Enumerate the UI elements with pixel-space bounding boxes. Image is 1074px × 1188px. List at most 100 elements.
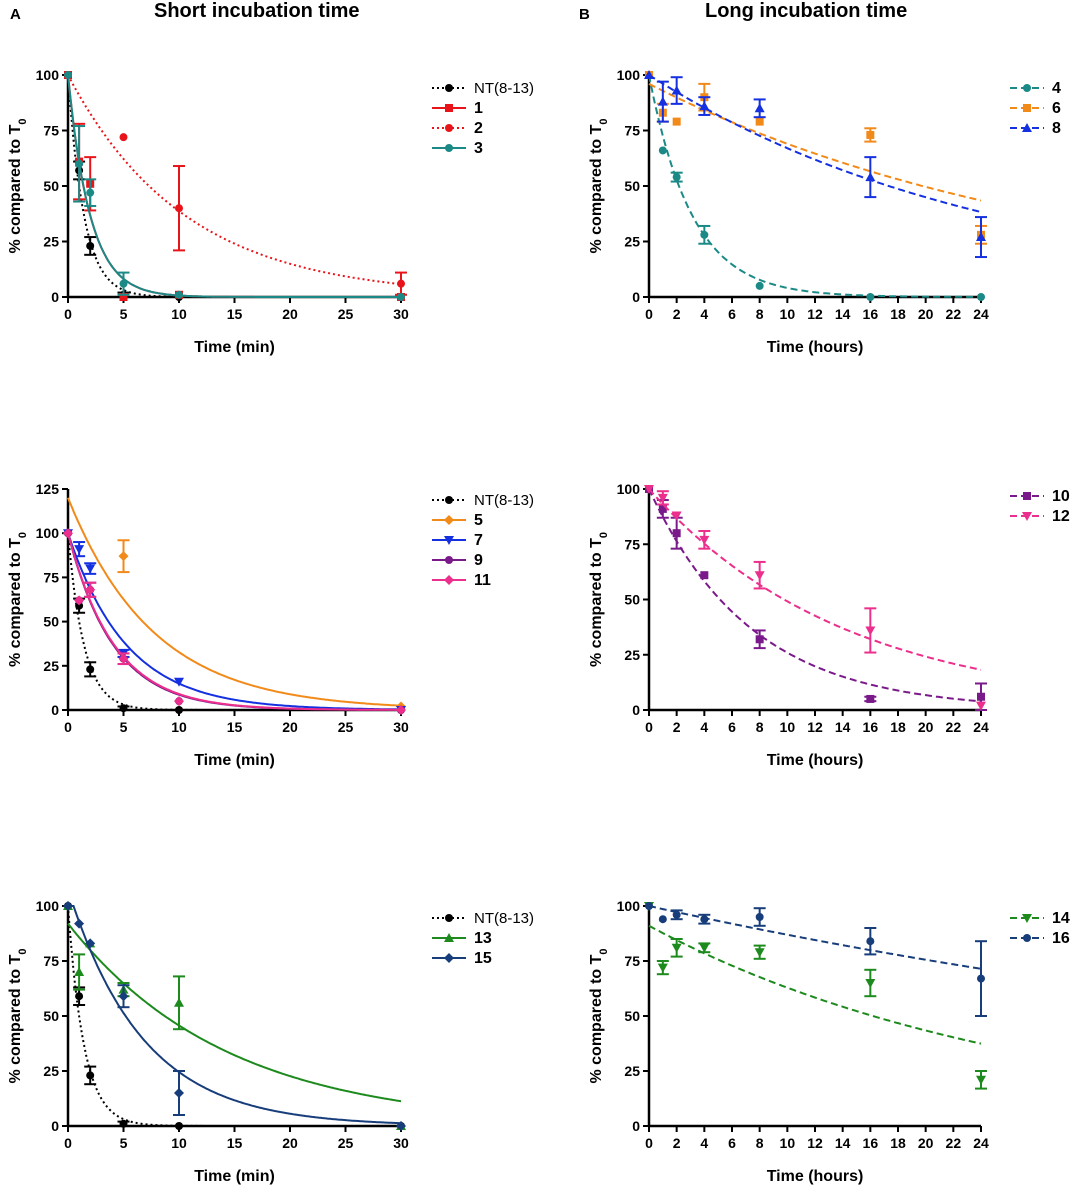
series-9 [64, 529, 405, 714]
legend-label: 14 [1052, 910, 1070, 927]
x-tick-label: 20 [282, 306, 298, 322]
y-tick-label: 0 [632, 702, 640, 718]
data-point [658, 146, 667, 155]
x-tick-label: 5 [120, 719, 128, 735]
x-tick-label: 22 [946, 1135, 962, 1151]
fit-curve [67, 532, 401, 711]
y-tick-label: 100 [617, 898, 641, 914]
data-point [699, 943, 710, 953]
legend-label: 12 [1052, 508, 1070, 525]
legend-marker [445, 496, 453, 504]
column-title-short: Short incubation time [154, 0, 360, 22]
x-axis-title: Time (min) [194, 752, 275, 769]
x-tick-label: 4 [700, 306, 708, 322]
y-axis-title: % compared to T0 [588, 118, 610, 253]
y-tick-label: 25 [43, 1063, 59, 1079]
data-point [671, 943, 682, 953]
legend-label: 10 [1052, 488, 1070, 505]
x-tick-label: 4 [700, 719, 708, 735]
x-tick-label: 24 [973, 719, 989, 735]
data-point [977, 692, 985, 701]
column-title-long: Long incubation time [705, 0, 908, 22]
data-point [119, 133, 128, 142]
x-tick-label: 10 [780, 719, 796, 735]
x-tick-label: 30 [393, 306, 409, 322]
data-point [754, 103, 765, 113]
data-point [644, 70, 654, 79]
series-6 [645, 71, 987, 245]
legend-label: 7 [474, 532, 483, 549]
legend-marker [1023, 934, 1031, 942]
data-point [977, 974, 985, 983]
legend-label: 9 [474, 552, 483, 569]
x-axis-title: Time (hours) [767, 752, 864, 769]
x-tick-label: 2 [673, 1135, 681, 1151]
x-tick-label: 10 [171, 719, 187, 735]
data-point [755, 117, 764, 126]
y-tick-label: 0 [51, 289, 59, 305]
fit-curve [67, 533, 401, 711]
data-point [977, 293, 985, 301]
data-point [175, 706, 183, 714]
y-tick-label: 100 [617, 481, 641, 497]
x-tick-label: 10 [780, 306, 796, 322]
legend-marker [1023, 84, 1031, 92]
y-axis-title: % compared to T0 [7, 532, 29, 667]
x-tick-label: 6 [728, 719, 736, 735]
y-tick-label: 100 [36, 67, 60, 83]
data-point [657, 96, 668, 106]
data-point [700, 230, 709, 239]
x-tick-label: 2 [673, 306, 681, 322]
x-tick-label: 12 [807, 1135, 823, 1151]
data-point [658, 504, 667, 513]
x-tick-label: 15 [227, 1135, 243, 1151]
data-point [700, 915, 709, 924]
legend-marker [444, 953, 454, 963]
x-tick-label: 20 [918, 1135, 934, 1151]
data-point [396, 705, 406, 715]
x-tick-label: 30 [393, 719, 409, 735]
y-tick-label: 125 [36, 481, 60, 497]
legend-marker [445, 104, 453, 112]
fit-curve [648, 488, 982, 703]
data-point [85, 564, 96, 574]
legend-label: NT(8-13) [474, 492, 534, 509]
series-NT(8-13) [64, 902, 405, 1130]
data-point [175, 1122, 183, 1130]
data-point [645, 902, 653, 910]
y-tick-label: 0 [51, 702, 59, 718]
data-point [175, 290, 183, 299]
legend-marker [1023, 492, 1031, 500]
data-point [866, 937, 875, 946]
data-point [672, 529, 681, 538]
y-axis-title-subscript: 0 [17, 532, 29, 538]
x-tick-label: 18 [890, 719, 906, 735]
data-point [74, 595, 85, 606]
data-point [64, 71, 72, 79]
data-point [699, 101, 710, 111]
x-tick-label: 10 [780, 1135, 796, 1151]
y-tick-label: 75 [624, 953, 640, 969]
x-axis-title: Time (min) [194, 1168, 275, 1185]
data-point [174, 677, 184, 687]
x-tick-label: 4 [700, 1135, 708, 1151]
x-tick-label: 0 [645, 1135, 653, 1151]
x-tick-label: 25 [338, 1135, 354, 1151]
x-tick-label: 6 [728, 306, 736, 322]
y-tick-label: 50 [43, 1008, 59, 1024]
fit-curve [67, 905, 401, 1127]
fit-curve [648, 488, 982, 671]
y-axis-title-subscript: 0 [17, 948, 29, 954]
legend-label: 6 [1052, 100, 1061, 117]
x-tick-label: 24 [973, 306, 989, 322]
data-point [86, 1071, 95, 1080]
data-point [671, 85, 682, 95]
x-tick-label: 12 [807, 306, 823, 322]
x-tick-label: 16 [863, 1135, 879, 1151]
data-point [85, 938, 96, 949]
y-tick-label: 25 [43, 234, 59, 250]
data-point [699, 535, 710, 545]
data-point [396, 1121, 406, 1131]
x-tick-label: 0 [64, 306, 72, 322]
data-point [644, 485, 654, 494]
